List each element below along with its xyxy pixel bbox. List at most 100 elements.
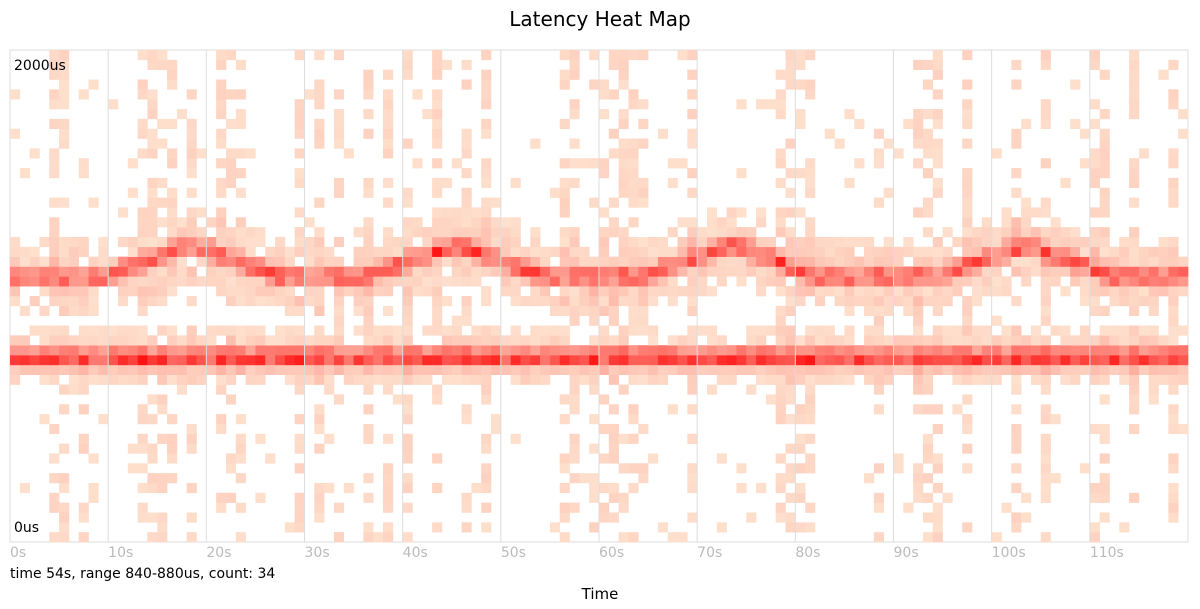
heatmap-cell[interactable] [638,246,649,257]
heatmap-cell[interactable] [1040,246,1051,257]
heatmap-cell[interactable] [559,286,570,297]
heatmap-cell[interactable] [785,236,796,248]
heatmap-cell[interactable] [638,296,649,307]
heatmap-cell[interactable] [569,433,580,444]
heatmap-cell[interactable] [235,168,246,179]
heatmap-cell[interactable] [962,296,973,307]
heatmap-cell[interactable] [667,177,678,189]
heatmap-cell[interactable] [579,286,590,297]
heatmap-cell[interactable] [461,492,472,503]
heatmap-cell[interactable] [1129,50,1140,61]
heatmap-cell[interactable] [765,355,776,366]
heatmap-cell[interactable] [88,286,99,297]
heatmap-cell[interactable] [697,276,708,287]
heatmap-cell[interactable] [569,364,580,376]
heatmap-cell[interactable] [422,286,433,297]
heatmap-cell[interactable] [628,148,639,159]
heatmap-cell[interactable] [834,374,845,385]
heatmap-cell[interactable] [618,286,629,297]
heatmap-cell[interactable] [68,305,80,316]
heatmap-cell[interactable] [854,355,865,366]
heatmap-cell[interactable] [775,286,786,297]
heatmap-cell[interactable] [441,246,453,257]
heatmap-cell[interactable] [677,532,688,543]
heatmap-cell[interactable] [1040,227,1051,238]
heatmap-cell[interactable] [235,148,246,159]
heatmap-cell[interactable] [206,256,217,267]
heatmap-cell[interactable] [1099,197,1110,208]
heatmap-cell[interactable] [893,355,904,366]
heatmap-cell[interactable] [1070,227,1081,238]
heatmap-cell[interactable] [1099,335,1110,346]
heatmap-cell[interactable] [618,345,629,356]
heatmap-cell[interactable] [726,236,737,248]
heatmap-cell[interactable] [206,246,217,257]
heatmap-cell[interactable] [1040,286,1051,297]
heatmap-cell[interactable] [392,266,403,277]
heatmap-cell[interactable] [68,345,80,356]
heatmap-cell[interactable] [726,217,737,228]
heatmap-cell[interactable] [618,266,629,277]
heatmap-cell[interactable] [775,207,786,218]
heatmap-cell[interactable] [805,50,816,61]
heatmap-cell[interactable] [579,374,590,385]
heatmap-cell[interactable] [589,158,600,169]
heatmap-cell[interactable] [618,227,629,238]
heatmap-cell[interactable] [49,227,60,238]
heatmap-cell[interactable] [864,246,875,257]
heatmap-cell[interactable] [854,364,865,376]
heatmap-cell[interactable] [333,532,345,543]
heatmap-cell[interactable] [913,463,924,474]
heatmap-cell[interactable] [363,404,374,415]
heatmap-cell[interactable] [864,276,875,287]
heatmap-cell[interactable] [785,227,796,238]
heatmap-cell[interactable] [1021,364,1032,376]
heatmap-cell[interactable] [932,355,943,366]
heatmap-cell[interactable] [1129,492,1140,503]
heatmap-cell[interactable] [638,463,649,474]
heatmap-cell[interactable] [167,207,178,218]
heatmap-cell[interactable] [569,177,580,189]
heatmap-cell[interactable] [814,345,826,356]
heatmap-cell[interactable] [275,236,286,248]
heatmap-cell[interactable] [1158,345,1169,356]
heatmap-cell[interactable] [932,532,943,543]
heatmap-cell[interactable] [991,227,1002,238]
heatmap-cell[interactable] [726,207,737,218]
heatmap-cell[interactable] [402,374,413,385]
heatmap-cell[interactable] [657,266,669,277]
heatmap-cell[interactable] [59,473,70,484]
heatmap-cell[interactable] [1021,335,1032,346]
heatmap-cell[interactable] [638,197,649,208]
heatmap-cell[interactable] [324,384,335,395]
heatmap-cell[interactable] [481,522,492,533]
heatmap-cell[interactable] [383,502,394,513]
heatmap-cell[interactable] [736,276,747,287]
heatmap-cell[interactable] [275,246,286,257]
heatmap-cell[interactable] [186,227,197,238]
heatmap-cell[interactable] [49,69,60,80]
heatmap-cell[interactable] [608,256,619,267]
heatmap-cell[interactable] [667,246,678,257]
heatmap-cell[interactable] [589,414,600,425]
heatmap-cell[interactable] [1050,266,1061,277]
heatmap-cell[interactable] [883,296,894,307]
heatmap-cell[interactable] [972,227,983,238]
heatmap-cell[interactable] [805,217,816,228]
heatmap-cell[interactable] [932,50,943,61]
heatmap-cell[interactable] [1148,246,1159,257]
heatmap-cell[interactable] [1109,266,1120,277]
heatmap-cell[interactable] [284,266,295,277]
heatmap-cell[interactable] [510,296,521,307]
heatmap-cell[interactable] [304,345,315,356]
heatmap-cell[interactable] [962,443,973,454]
heatmap-cell[interactable] [765,276,776,287]
heatmap-cell[interactable] [471,217,482,228]
heatmap-cell[interactable] [255,345,266,356]
heatmap-cell[interactable] [510,325,521,336]
heatmap-cell[interactable] [402,246,413,257]
heatmap-cell[interactable] [225,374,237,385]
heatmap-cell[interactable] [746,325,757,336]
heatmap-cell[interactable] [520,364,531,376]
heatmap-cell[interactable] [922,443,934,454]
